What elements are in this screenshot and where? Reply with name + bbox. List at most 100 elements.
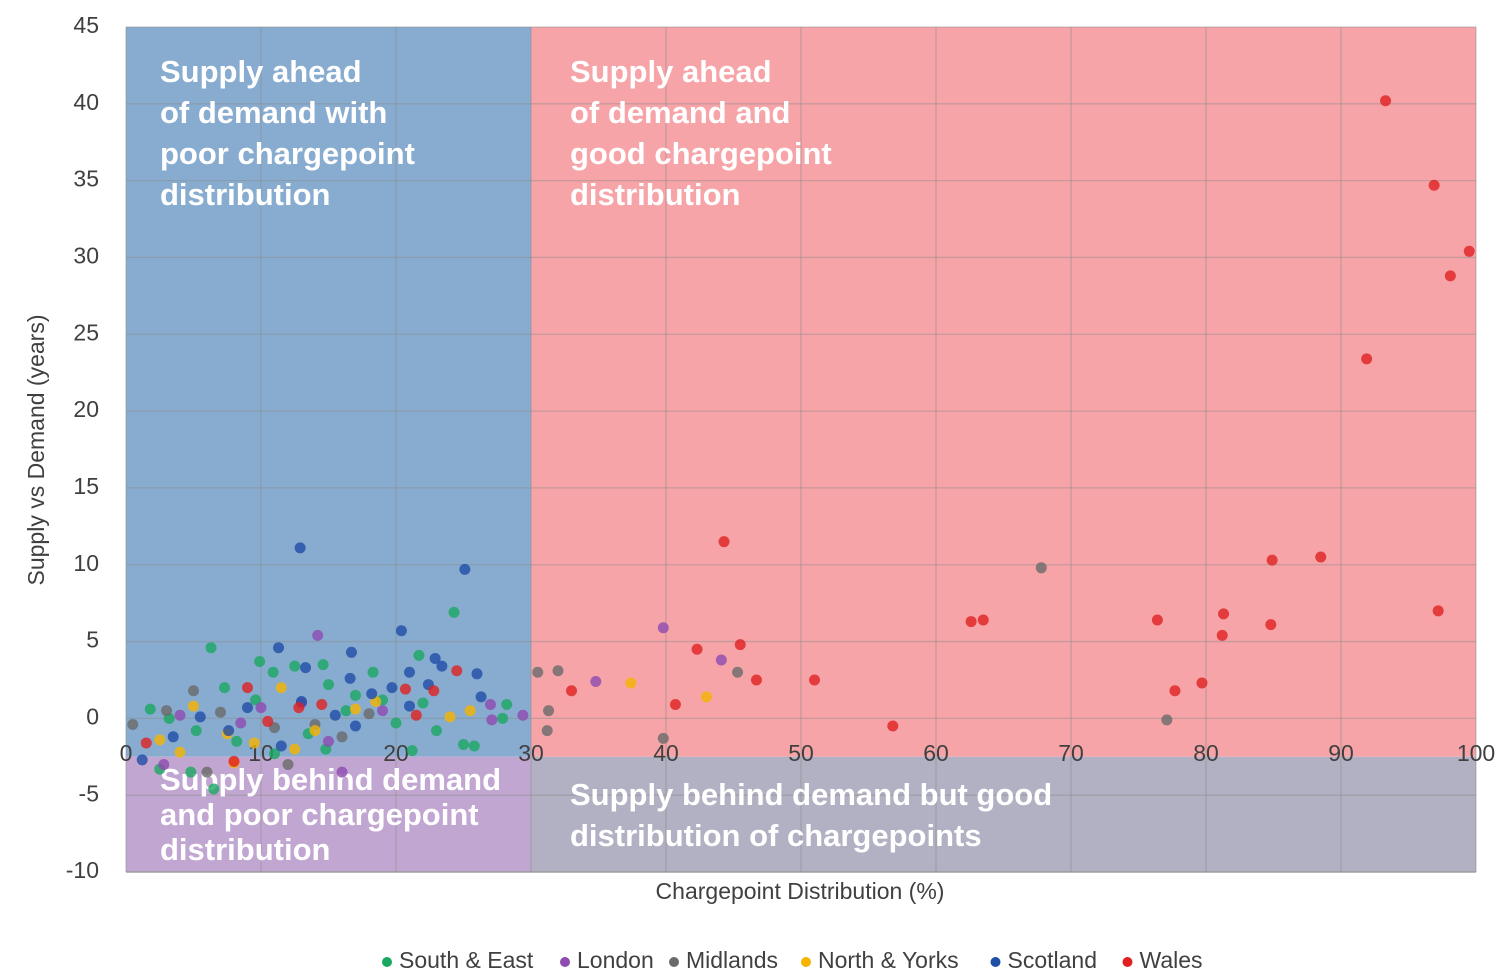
point xyxy=(1432,605,1444,617)
quadrant xyxy=(531,27,1476,757)
quadrant xyxy=(531,756,1476,872)
point xyxy=(390,717,402,729)
point xyxy=(1444,270,1456,282)
point xyxy=(406,745,418,757)
point xyxy=(413,649,425,661)
point xyxy=(541,725,553,737)
point xyxy=(323,735,334,747)
point xyxy=(309,725,321,737)
quadrant-label: distribution xyxy=(160,832,330,867)
point xyxy=(404,700,415,712)
point xyxy=(517,709,529,721)
point xyxy=(532,666,544,678)
point xyxy=(242,682,253,694)
legend-label: Midlands xyxy=(686,947,778,973)
legend-marker xyxy=(801,957,811,967)
x-tick-label: 30 xyxy=(518,740,544,766)
point xyxy=(718,536,730,548)
legend-label: North & Yorks xyxy=(818,947,959,973)
point xyxy=(417,697,429,709)
point xyxy=(625,677,637,689)
point xyxy=(294,542,306,554)
point xyxy=(485,699,496,711)
point xyxy=(158,758,170,770)
legend-marker xyxy=(669,957,679,967)
point xyxy=(329,709,341,721)
point xyxy=(275,682,287,694)
quadrant-label: good chargepoint xyxy=(570,136,832,171)
y-tick-label: -5 xyxy=(79,780,99,806)
point xyxy=(300,662,312,674)
y-tick-label: 35 xyxy=(73,166,99,192)
x-tick-label: 80 xyxy=(1193,740,1219,766)
point xyxy=(312,629,324,641)
point xyxy=(289,743,301,755)
point xyxy=(1265,619,1277,631)
y-tick-label: 5 xyxy=(86,627,99,653)
quadrant-label: and poor chargepoint xyxy=(160,797,479,832)
point xyxy=(1463,245,1475,257)
quadrant-label: of demand with xyxy=(160,95,387,130)
point xyxy=(242,702,253,714)
x-tick-label: 0 xyxy=(120,740,133,766)
point xyxy=(174,746,186,758)
point xyxy=(1161,714,1173,726)
y-tick-label: 15 xyxy=(73,473,99,499)
point xyxy=(428,685,440,697)
point xyxy=(262,715,274,727)
point xyxy=(431,725,442,737)
point xyxy=(188,700,199,712)
point xyxy=(174,709,186,721)
point xyxy=(977,614,989,626)
legend-label: Scotland xyxy=(1008,947,1098,973)
point xyxy=(127,719,139,731)
point xyxy=(1428,179,1440,191)
point xyxy=(657,732,669,744)
point xyxy=(219,682,231,694)
point xyxy=(289,660,301,672)
point xyxy=(1151,614,1163,626)
x-axis-title: Chargepoint Distribution (%) xyxy=(656,878,945,904)
point xyxy=(386,682,398,694)
point xyxy=(486,714,498,726)
point xyxy=(734,639,746,651)
legend-label: London xyxy=(577,947,654,973)
legend-marker xyxy=(990,957,1001,967)
point xyxy=(344,672,356,684)
point xyxy=(282,758,294,770)
quadrant-label: Supply ahead xyxy=(160,54,362,89)
point xyxy=(1196,677,1208,689)
legend-marker xyxy=(560,957,570,967)
point xyxy=(190,725,202,737)
point xyxy=(208,783,220,795)
point xyxy=(140,737,152,749)
y-tick-label: 20 xyxy=(73,396,99,422)
point xyxy=(269,748,280,760)
legend-label: Wales xyxy=(1140,947,1203,973)
point xyxy=(410,709,422,721)
x-tick-label: 70 xyxy=(1058,740,1084,766)
point xyxy=(366,688,378,700)
point xyxy=(1361,353,1373,365)
point xyxy=(154,734,166,746)
point xyxy=(444,711,456,723)
y-tick-label: 10 xyxy=(73,550,99,576)
x-tick-label: 40 xyxy=(653,740,679,766)
point xyxy=(1169,685,1181,697)
point xyxy=(367,666,379,678)
point xyxy=(275,740,287,752)
point xyxy=(657,622,669,634)
x-tick-label: 90 xyxy=(1328,740,1354,766)
point xyxy=(429,652,441,664)
point xyxy=(451,665,463,677)
point xyxy=(345,646,357,658)
quadrant-label: distribution of chargepoints xyxy=(570,818,982,853)
quadrant-label: distribution xyxy=(160,177,330,212)
quadrant-label: distribution xyxy=(570,177,740,212)
y-tick-label: 45 xyxy=(73,12,99,38)
point xyxy=(809,674,820,686)
y-tick-label: -10 xyxy=(66,857,99,883)
quadrant-label: Supply ahead xyxy=(570,54,772,89)
point xyxy=(701,691,712,703)
